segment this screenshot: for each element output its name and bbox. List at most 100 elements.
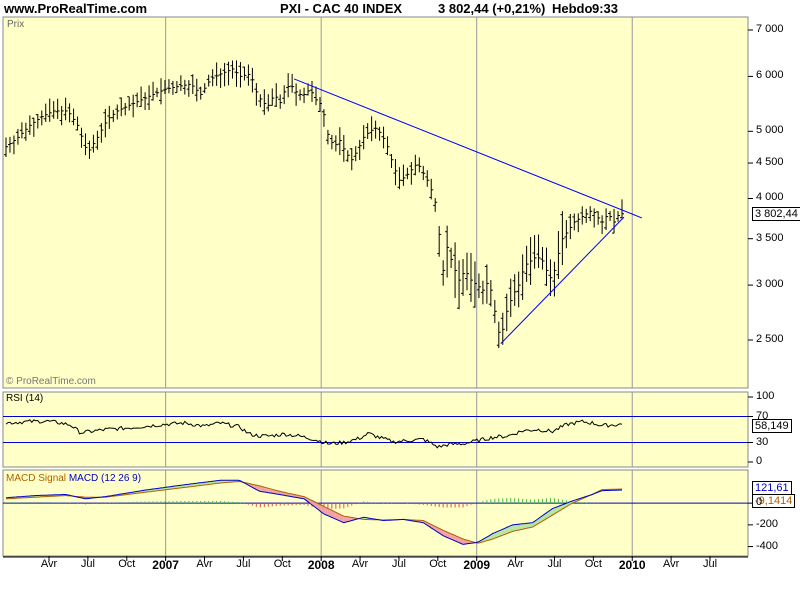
macd-fill <box>196 482 199 486</box>
macd-fill <box>194 483 197 487</box>
x-tick-label: 2010 <box>618 558 646 572</box>
x-tick-label: Oct <box>118 558 136 570</box>
watermark: © ProRealTime.com <box>6 376 96 387</box>
macd-fill <box>208 481 211 485</box>
macd-fill <box>548 509 551 518</box>
macd-fill <box>188 483 191 487</box>
resistance-trendline <box>293 78 643 219</box>
price-y-tick: 4 500 <box>756 156 784 169</box>
support-trendline <box>500 216 625 344</box>
macd-fill <box>514 524 517 531</box>
macd-fill <box>449 532 452 540</box>
x-tick-label: Oct <box>584 558 602 570</box>
macd-fill <box>210 481 213 485</box>
rsi-line <box>5 419 623 449</box>
time-label: 9:33 <box>592 1 619 16</box>
macd-fill <box>343 516 346 523</box>
macd-fill <box>502 528 505 536</box>
macd-fill <box>317 503 320 511</box>
macd-fill <box>349 517 352 522</box>
macd-fill <box>510 524 513 533</box>
macd-fill <box>180 484 183 488</box>
macd-fill <box>528 522 531 528</box>
x-tick-label: Avr <box>507 558 524 570</box>
macd-fill <box>278 490 281 495</box>
x-tick-label: Jul <box>547 558 562 570</box>
macd-fill <box>443 530 446 537</box>
macd-fill <box>186 484 189 488</box>
macd-hist-value: -9,1414 <box>752 494 796 508</box>
macd-fill <box>282 491 285 496</box>
macd-fill <box>461 538 464 545</box>
rsi-panel <box>2 391 749 468</box>
macd-fill <box>447 532 450 539</box>
macd-fill <box>174 485 177 489</box>
macd-label-prefix: MACD <box>6 473 36 484</box>
macd-fill <box>333 511 336 520</box>
macd-fill <box>508 525 511 533</box>
macd-fill <box>347 516 350 522</box>
macd-fill <box>552 507 555 516</box>
x-tick-label: Avr <box>196 558 213 570</box>
macd-fill <box>216 480 219 484</box>
macd-fill <box>276 490 279 495</box>
x-tick-label: 2007 <box>152 558 179 572</box>
macd-panel <box>2 469 749 557</box>
x-tick-label: Oct <box>429 558 447 570</box>
macd-fill <box>506 526 509 534</box>
macd-fill <box>496 530 499 538</box>
macd-fill <box>544 512 547 520</box>
macd-fill <box>329 509 332 518</box>
price-y-tick: 7 000 <box>756 23 784 35</box>
macd-fill <box>262 486 265 493</box>
macd-fill <box>270 488 273 494</box>
macd-fill <box>524 523 527 529</box>
x-tick-label: Jul <box>702 558 718 570</box>
macd-line <box>5 479 623 545</box>
macd-fill <box>465 539 468 545</box>
macd-fill <box>258 485 261 492</box>
macd-fill <box>554 507 557 514</box>
macd-y-tick: -400 <box>756 539 779 552</box>
macd-y-tick: -200 <box>756 517 779 530</box>
period-label: Hebdo <box>552 1 593 16</box>
macd-fill <box>272 489 275 494</box>
macd-fill <box>498 530 501 537</box>
macd-fill <box>260 486 263 492</box>
macd-fill <box>327 508 330 517</box>
macd-fill <box>190 483 193 487</box>
macd-fill <box>264 487 267 493</box>
macd-fill <box>268 488 271 493</box>
macd-fill <box>504 527 507 535</box>
macd-fill <box>492 532 495 539</box>
x-tick-label: Jul <box>80 558 95 570</box>
macd-fill <box>526 523 529 529</box>
macd-fill <box>266 487 269 493</box>
x-tick-label: Avr <box>40 558 58 570</box>
macd-fill <box>345 516 348 523</box>
macd-label-main: MACD (12 26 9) <box>68 473 142 484</box>
macd-fill <box>500 529 503 536</box>
price-y-tick: 6 000 <box>756 69 784 82</box>
macd-fill <box>512 524 515 532</box>
macd-fill <box>337 513 340 521</box>
macd-fill <box>323 506 326 515</box>
x-tick-label: Avr <box>662 558 680 570</box>
macd-signal-line <box>5 480 623 544</box>
macd-fill <box>200 482 203 486</box>
macd-fill <box>256 485 259 491</box>
macd-fill <box>530 522 533 528</box>
rsi-value: 58,149 <box>752 419 792 433</box>
macd-fill <box>490 533 493 540</box>
macd-fill <box>184 484 187 488</box>
last-price: 3 802,44 (+0,21%) <box>438 1 546 16</box>
macd-fill <box>192 483 195 487</box>
macd-fill <box>459 537 462 544</box>
macd-fill <box>445 531 448 538</box>
site-url[interactable]: www.ProRealTime.com <box>4 1 148 16</box>
macd-fill <box>451 533 454 541</box>
x-tick-label: Jul <box>391 558 406 570</box>
macd-fill <box>274 489 277 494</box>
macd-y-tick: 0 <box>756 496 763 509</box>
